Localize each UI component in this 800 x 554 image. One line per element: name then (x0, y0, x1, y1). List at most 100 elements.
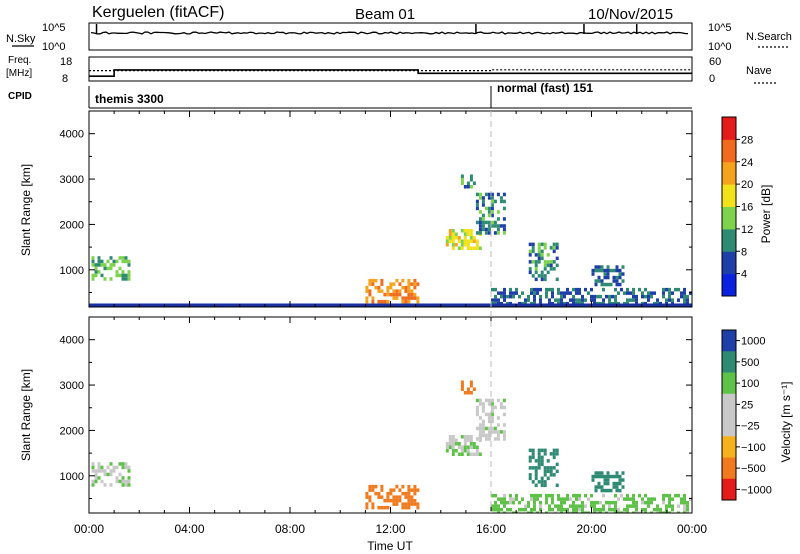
velocity-colorbar-swatch (722, 457, 736, 480)
velocity-cell (512, 500, 515, 505)
velocity-cell (103, 469, 107, 473)
velocity-cell (554, 511, 557, 513)
velocity-cell (615, 481, 619, 486)
velocity-cell (587, 497, 590, 501)
power-cell (638, 287, 641, 292)
power-cell (540, 256, 544, 261)
velocity-cell (647, 500, 650, 505)
velocity-colorbar-tick-label: 100 (741, 378, 759, 390)
power-cell (647, 298, 650, 302)
velocity-cell (612, 485, 616, 489)
velocity-cell (528, 476, 532, 481)
velocity-cell (496, 416, 500, 420)
velocity-cell (656, 511, 659, 513)
power-cell (496, 227, 500, 232)
power-cell (395, 296, 399, 300)
power-cell (499, 199, 503, 204)
velocity-cell (536, 511, 539, 513)
velocity-cell (91, 483, 95, 487)
velocity-cell (632, 497, 635, 501)
power-cell (490, 199, 494, 204)
velocity-cell (641, 500, 644, 505)
power-cell (407, 278, 411, 283)
velocity-cell (656, 507, 659, 512)
velocity-cell (389, 488, 393, 492)
velocity-cell (524, 507, 527, 512)
velocity-cell (530, 497, 533, 501)
velocity-cell (460, 445, 464, 449)
power-cell (546, 260, 550, 264)
velocity-cell (528, 448, 532, 453)
power-cell (527, 294, 530, 299)
power-cell (572, 287, 575, 292)
power-cell (472, 239, 476, 243)
velocity-cell (512, 511, 515, 513)
velocity-cell (569, 504, 572, 508)
velocity-cell (460, 384, 464, 388)
power-cell (448, 229, 452, 233)
velocity-cell (557, 507, 560, 512)
velocity-cell (537, 480, 541, 484)
power-cell (127, 259, 131, 264)
power-cell (578, 291, 581, 295)
power-cell (621, 272, 625, 276)
power-cell (584, 287, 587, 292)
power-cell (609, 282, 613, 287)
power-cell (533, 287, 536, 292)
cpid-mode-1: themis 3300 (95, 92, 164, 106)
velocity-cell (454, 438, 458, 442)
power-cell (593, 294, 596, 299)
power-cell (615, 282, 619, 287)
power-cell (534, 267, 538, 271)
velocity-cell (487, 416, 491, 420)
power-cell (528, 253, 532, 257)
power-cell (534, 263, 538, 268)
velocity-cell (475, 409, 479, 413)
power-cell (493, 231, 497, 235)
velocity-cell (395, 484, 399, 489)
velocity-cell (121, 465, 125, 470)
velocity-cell (590, 500, 593, 505)
power-cell (478, 231, 482, 235)
velocity-cell (478, 437, 482, 441)
velocity-cell (493, 437, 497, 441)
velocity-cell (668, 511, 671, 513)
y-tick-label: 4000 (60, 335, 84, 347)
power-cell (466, 181, 470, 185)
power-cell (395, 292, 399, 297)
velocity-colorbar-swatch (722, 436, 736, 458)
power-cell (478, 224, 482, 228)
power-cell (380, 299, 384, 304)
power-cell (493, 224, 497, 228)
power-cell (552, 246, 556, 250)
velocity-cell (650, 500, 653, 505)
velocity-cell (626, 497, 629, 501)
power-cell (530, 287, 533, 292)
velocity-cell (674, 493, 677, 498)
velocity-y-axis-label: Slant Range [km] (19, 369, 33, 461)
velocity-cell (383, 505, 387, 510)
velocity-cell (615, 471, 619, 475)
velocity-cell (608, 500, 611, 505)
power-cell (606, 275, 610, 280)
power-cell (103, 277, 107, 281)
power-cell (124, 273, 128, 278)
power-colorbar-swatch (722, 139, 736, 163)
power-cell (543, 274, 547, 278)
velocity-cell (581, 500, 584, 505)
power-cell (689, 291, 692, 295)
velocity-cell (502, 430, 506, 434)
velocity-cell (94, 469, 98, 473)
velocity-cell (618, 478, 622, 482)
velocity-cell (614, 507, 617, 512)
power-cell (656, 298, 659, 302)
power-cell (484, 227, 488, 232)
velocity-cell (617, 497, 620, 501)
power-cell (392, 282, 396, 286)
velocity-cell (124, 479, 128, 484)
velocity-cell (454, 442, 458, 446)
velocity-cell (638, 493, 641, 498)
velocity-cell (597, 485, 601, 489)
velocity-cell (487, 402, 491, 406)
power-cell (407, 292, 411, 297)
